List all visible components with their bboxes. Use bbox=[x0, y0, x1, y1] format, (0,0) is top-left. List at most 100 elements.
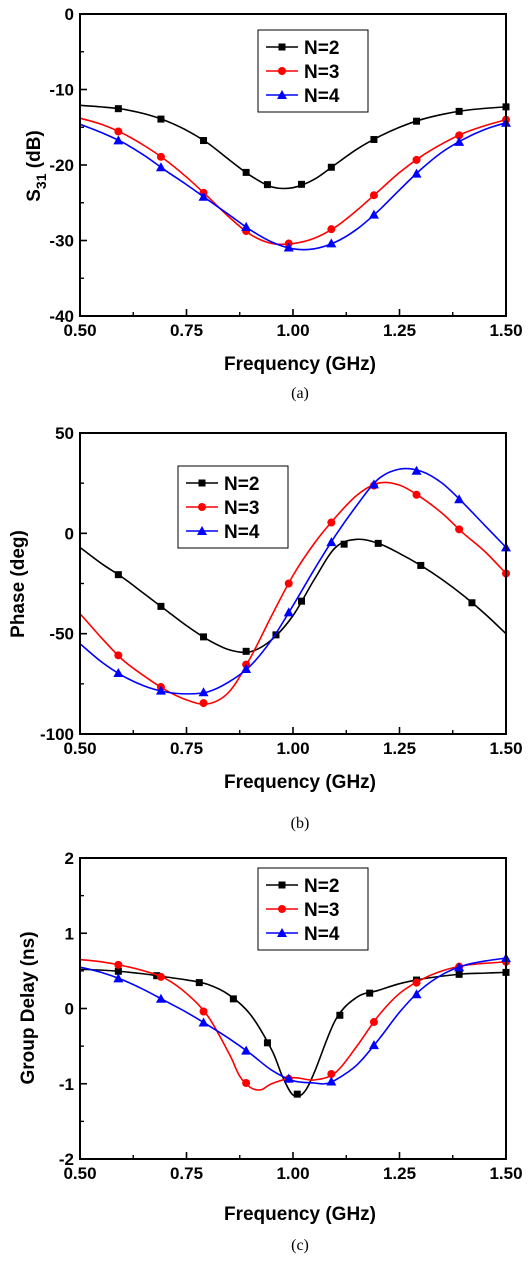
y-axis-title-a: S31 (dB) bbox=[24, 130, 49, 202]
series-line-b-1 bbox=[79, 538, 507, 654]
legend-marker-b-2 bbox=[198, 503, 206, 511]
chart-panel-b: 0.50 0.75 1.00 1.25 1.50 -100 -50 0 50 N=2 N=3 N=4… bbox=[8, 424, 523, 832]
series-layer-a bbox=[79, 103, 511, 252]
data-point-b-2-9 bbox=[455, 525, 464, 534]
data-point-a-3-7 bbox=[368, 209, 379, 219]
series-layer-c bbox=[79, 953, 511, 1098]
data-point-c-1-5 bbox=[263, 1039, 271, 1047]
data-point-a-1-8 bbox=[370, 135, 378, 143]
data-point-b-1-10 bbox=[468, 599, 476, 607]
data-point-a-2-1 bbox=[114, 127, 123, 136]
data-point-c-3-9 bbox=[454, 962, 465, 972]
y-axis-title-main-a: S bbox=[24, 189, 45, 202]
x-tick-label-a-3: 1.00 bbox=[276, 321, 309, 340]
data-point-c-2-3 bbox=[199, 1007, 208, 1016]
legend-marker-c-1 bbox=[278, 881, 286, 889]
series-line-c-2 bbox=[79, 958, 507, 1091]
data-point-c-3-7 bbox=[368, 1040, 379, 1050]
data-point-a-3-9 bbox=[454, 136, 465, 146]
data-point-b-1-6 bbox=[298, 597, 306, 605]
legend-b: N=2 N=3 N=4 bbox=[177, 465, 289, 549]
legend-label-a-1: N=2 bbox=[304, 38, 339, 59]
data-point-c-3-1 bbox=[113, 973, 124, 983]
data-point-b-3-7 bbox=[368, 479, 379, 489]
data-point-c-1-2 bbox=[153, 972, 161, 980]
legend-label-a-2: N=3 bbox=[304, 62, 339, 83]
series-line-c-3 bbox=[79, 957, 507, 1085]
legend-c: N=2 N=3 N=4 bbox=[257, 867, 369, 951]
y-tick-label-c-2: -1 bbox=[59, 1075, 74, 1094]
y-tick-label-a-3: -20 bbox=[49, 156, 74, 175]
legend-label-a-3: N=4 bbox=[304, 86, 340, 107]
data-point-a-3-8 bbox=[411, 168, 422, 178]
data-point-a-3-6 bbox=[326, 238, 337, 248]
x-tick-label-c-4: 1.25 bbox=[383, 1164, 416, 1183]
data-point-a-1-9 bbox=[413, 117, 421, 125]
series-line-b-2 bbox=[79, 481, 507, 706]
y-tick-label-c-1: -2 bbox=[59, 1150, 74, 1169]
legend-label-b-2: N=3 bbox=[224, 498, 259, 519]
series-line-a-3 bbox=[79, 121, 507, 251]
legend-marker-c-3 bbox=[277, 928, 287, 937]
y-tick-label-b-1: -100 bbox=[40, 725, 74, 744]
y-tick-label-c-4: 1 bbox=[65, 924, 74, 943]
legend-label-c-1: N=2 bbox=[304, 876, 339, 897]
series-line-a-2 bbox=[79, 117, 507, 246]
data-point-b-2-1 bbox=[114, 651, 123, 660]
ticks-layer-a: 0.50 0.75 1.00 1.25 1.50 -40 -30 -20 -10 0 bbox=[49, 5, 522, 340]
y-tick-label-c-5: 2 bbox=[65, 849, 74, 868]
legend-label-c-3: N=4 bbox=[304, 924, 340, 945]
data-point-b-1-2 bbox=[157, 602, 165, 610]
data-point-c-2-8 bbox=[412, 978, 421, 987]
legend-marker-b-1 bbox=[198, 479, 206, 487]
data-point-b-3-3 bbox=[198, 687, 209, 697]
data-point-a-2-8 bbox=[412, 155, 421, 164]
data-point-c-3-4 bbox=[241, 1045, 252, 1055]
x-tick-label-b-3: 1.00 bbox=[276, 739, 309, 758]
x-tick-label-b-2: 0.75 bbox=[170, 739, 203, 758]
plot-frame-b bbox=[79, 432, 507, 735]
chart-panel-a: 0.50 0.75 1.00 1.25 1.50 -40 -30 -20 -10 0 N=2 N=3… bbox=[24, 5, 523, 402]
data-point-a-1-7 bbox=[327, 163, 335, 171]
data-point-c-2-4 bbox=[242, 1078, 251, 1087]
data-point-b-2-3 bbox=[199, 699, 208, 708]
data-point-a-1-6 bbox=[298, 180, 306, 188]
data-point-b-3-5 bbox=[283, 607, 294, 617]
data-point-a-3-1 bbox=[113, 135, 124, 145]
data-point-b-3-6 bbox=[326, 537, 337, 547]
x-tick-label-b-4: 1.25 bbox=[383, 739, 416, 758]
y-tick-label-b-4: 50 bbox=[55, 424, 74, 443]
x-tick-label-a-5: 1.50 bbox=[489, 321, 522, 340]
x-tick-label-a-2: 0.75 bbox=[170, 321, 203, 340]
x-tick-label-c-2: 0.75 bbox=[170, 1164, 203, 1183]
x-tick-label-b-5: 1.50 bbox=[489, 739, 522, 758]
data-point-a-3-2 bbox=[155, 162, 166, 172]
legend-marker-c-2 bbox=[278, 905, 286, 913]
caption-a: (a) bbox=[291, 385, 309, 402]
y-tick-label-b-3: 0 bbox=[65, 524, 74, 543]
data-point-c-1-8 bbox=[366, 989, 374, 997]
data-point-c-2-1 bbox=[114, 960, 123, 969]
data-point-b-1-4 bbox=[242, 647, 250, 655]
y-axis-title-sub-a: 31 bbox=[33, 173, 49, 189]
legend-a: N=2 N=3 N=4 bbox=[257, 29, 369, 113]
data-point-c-1-6 bbox=[293, 1090, 301, 1098]
ticks-layer-c: 0.50 0.75 1.00 1.25 1.50 -2 -1 0 1 2 bbox=[59, 849, 523, 1183]
x-axis-title-c: Frequency (GHz) bbox=[224, 1204, 376, 1225]
data-point-a-2-9 bbox=[455, 131, 464, 140]
legend-label-b-3: N=4 bbox=[224, 522, 260, 543]
y-tick-label-a-1: -40 bbox=[49, 307, 74, 326]
x-tick-label-a-4: 1.25 bbox=[383, 321, 416, 340]
data-point-c-1-4 bbox=[229, 995, 237, 1003]
legend-marker-a-2 bbox=[278, 67, 286, 75]
x-tick-label-c-1: 0.50 bbox=[63, 1164, 96, 1183]
x-tick-label-b-1: 0.50 bbox=[63, 739, 96, 758]
data-point-b-1-9 bbox=[417, 561, 425, 569]
y-tick-label-a-2: -30 bbox=[49, 232, 74, 251]
series-line-a-1 bbox=[79, 104, 507, 190]
data-point-b-1-7 bbox=[340, 540, 348, 548]
data-point-a-1-2 bbox=[157, 115, 165, 123]
data-point-c-1-7 bbox=[336, 1011, 344, 1019]
x-axis-title-a: Frequency (GHz) bbox=[224, 354, 376, 375]
series-line-b-3 bbox=[79, 467, 507, 695]
